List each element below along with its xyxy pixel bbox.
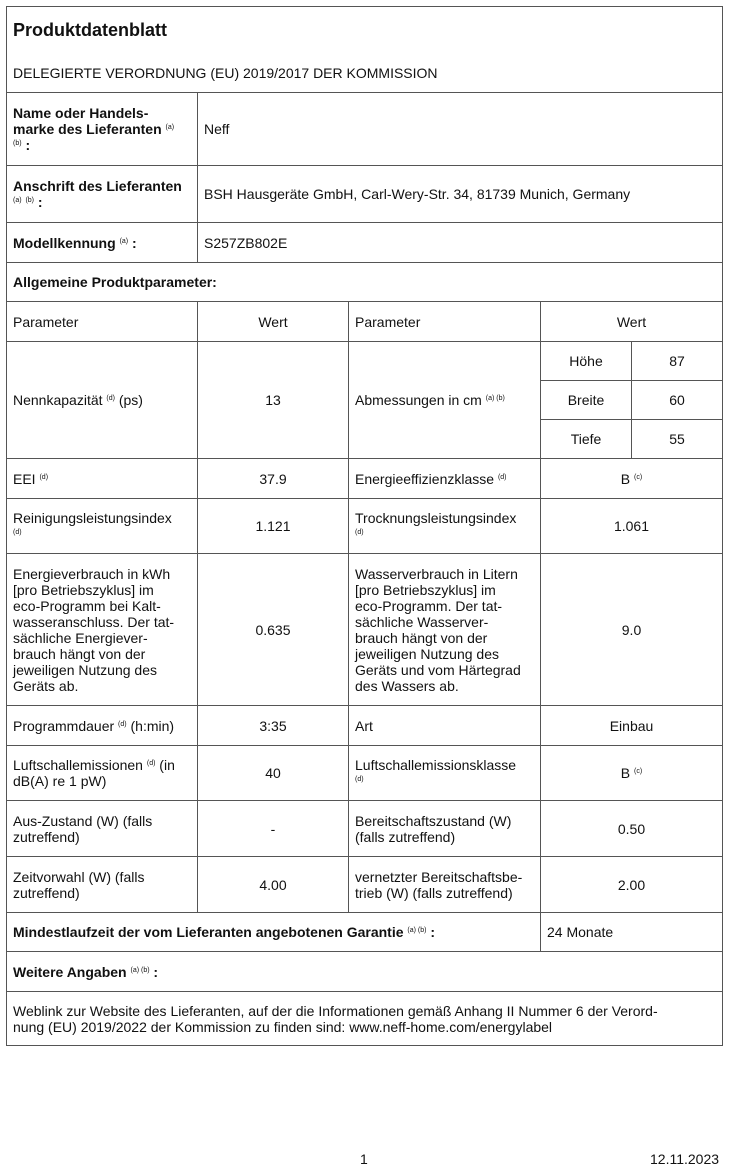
param-value: 9.0 xyxy=(540,553,723,706)
param-row: Programmdauer (d) (h:min) 3:35 Art Einba… xyxy=(6,705,723,746)
param-value: 0.50 xyxy=(540,800,723,857)
model-row: Modellkennung (a) : S257ZB802E xyxy=(6,222,723,263)
param-label: EEI (d) xyxy=(6,458,198,499)
param-value: 37.9 xyxy=(197,458,349,499)
col-param-left: Parameter xyxy=(6,301,198,342)
model-value: S257ZB802E xyxy=(197,222,723,263)
col-value-right: Wert xyxy=(540,301,723,342)
page-title: Produktdatenblatt xyxy=(13,20,168,40)
supplier-name-value: Neff xyxy=(197,92,723,166)
param-value: B (c) xyxy=(540,458,723,499)
dimension-value: 55 xyxy=(631,419,723,459)
param-value: Einbau xyxy=(540,705,723,746)
warranty-label: Mindestlaufzeit der vom Lieferanten ange… xyxy=(6,912,541,952)
param-label: vernetzter Bereitschaftsbe- trieb (W) (f… xyxy=(348,856,541,913)
param-value: 2.00 xyxy=(540,856,723,913)
param-label: Reinigungsleistungsindex (d) xyxy=(6,498,198,554)
dimension-label: Tiefe xyxy=(540,419,632,459)
param-row: Energieverbrauch in kWh [pro Betriebszyk… xyxy=(6,553,723,706)
param-label: Zeitvorwahl (W) (falls zutreffend) xyxy=(6,856,198,913)
param-label: Bereitschaftszustand (W) (falls zutreffe… xyxy=(348,800,541,857)
sheet-header: Produktdatenblatt DELEGIERTE VERORDNUNG … xyxy=(6,6,723,92)
param-label: Aus-Zustand (W) (falls zutreffend) xyxy=(6,800,198,857)
param-label: Nennkapazität (d) (ps) xyxy=(6,341,198,459)
param-label: Energieverbrauch in kWh [pro Betriebszyk… xyxy=(6,553,198,706)
param-value: 0.635 xyxy=(197,553,349,706)
warranty-value: 24 Monate xyxy=(540,912,723,952)
param-value: 4.00 xyxy=(197,856,349,913)
param-row: Luftschallemissionen (d) (in dB(A) re 1 … xyxy=(6,745,723,801)
param-value: 40 xyxy=(197,745,349,801)
param-label: Trocknungsleistungsindex (d) xyxy=(348,498,541,554)
column-header-row: Parameter Wert Parameter Wert xyxy=(6,301,723,342)
param-row: Zeitvorwahl (W) (falls zutreffend) 4.00 … xyxy=(6,856,723,913)
param-label: Luftschallemissionen (d) (in dB(A) re 1 … xyxy=(6,745,198,801)
param-value: 1.121 xyxy=(197,498,349,554)
supplier-address-label: Anschrift des Lieferanten (a) (b) : xyxy=(6,165,198,223)
supplier-name-label: Name oder Handels- marke des Lieferanten… xyxy=(6,92,198,166)
product-table: Name oder Handels- marke des Lieferanten… xyxy=(6,92,723,1046)
product-data-sheet: Produktdatenblatt DELEGIERTE VERORDNUNG … xyxy=(6,6,723,1046)
param-row: EEI (d) 37.9 Energieeffizienzklasse (d) … xyxy=(6,458,723,499)
param-label: Wasserverbrauch in Litern [pro Betriebsz… xyxy=(348,553,541,706)
param-row: Nennkapazität (d) (ps) 13 Abmessungen in… xyxy=(6,341,723,459)
param-value: 13 xyxy=(197,341,349,459)
dimension-label: Höhe xyxy=(540,341,632,381)
general-parameters-heading: Allgemeine Produktparameter: xyxy=(6,262,723,302)
param-label: Luftschallemissionsklasse (d) xyxy=(348,745,541,801)
footer-date: 12.11.2023 xyxy=(650,1151,720,1167)
model-label: Modellkennung (a) : xyxy=(6,222,198,263)
supplier-address-row: Anschrift des Lieferanten (a) (b) : BSH … xyxy=(6,165,723,223)
regulation-subtitle: DELEGIERTE VERORDNUNG (EU) 2019/2017 DER… xyxy=(13,65,438,81)
param-label: Programmdauer (d) (h:min) xyxy=(6,705,198,746)
param-value: - xyxy=(197,800,349,857)
col-value-left: Wert xyxy=(197,301,349,342)
param-row: Aus-Zustand (W) (falls zutreffend) - Ber… xyxy=(6,800,723,857)
param-value: 3:35 xyxy=(197,705,349,746)
page-number: 1 xyxy=(360,1151,368,1167)
supplier-weblink-text: Weblink zur Website des Lieferanten, auf… xyxy=(6,991,723,1046)
col-param-right: Parameter xyxy=(348,301,541,342)
warranty-row: Mindestlaufzeit der vom Lieferanten ange… xyxy=(6,912,723,952)
dimension-value: 87 xyxy=(631,341,723,381)
dimension-value: 60 xyxy=(631,380,723,420)
param-label: Abmessungen in cm (a) (b) xyxy=(348,341,541,459)
supplier-name-row: Name oder Handels- marke des Lieferanten… xyxy=(6,92,723,166)
param-value: B (c) xyxy=(540,745,723,801)
param-value: 1.061 xyxy=(540,498,723,554)
param-label: Energieeffizienzklasse (d) xyxy=(348,458,541,499)
further-info-heading: Weitere Angaben (a) (b) : xyxy=(6,951,723,992)
param-row: Reinigungsleistungsindex (d) 1.121 Trock… xyxy=(6,498,723,554)
dimension-label: Breite xyxy=(540,380,632,420)
supplier-address-value: BSH Hausgeräte GmbH, Carl-Wery-Str. 34, … xyxy=(197,165,723,223)
param-label: Art xyxy=(348,705,541,746)
